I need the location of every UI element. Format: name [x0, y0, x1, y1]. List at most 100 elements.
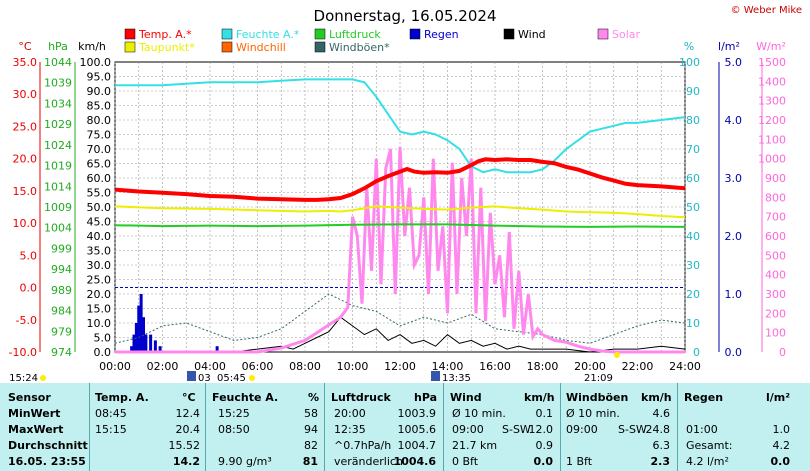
x-tick: 14:00: [432, 360, 464, 373]
rain-bar: [132, 334, 136, 352]
x-tick: 20:00: [574, 360, 606, 373]
table-divider: [560, 383, 561, 471]
header-temp-unit: °C: [182, 391, 196, 404]
weather-chart: Donnerstag, 16.05.2024 © Weber Mike Temp…: [8, 5, 802, 383]
sun-moon-markers: 15:24 03 05:45 13:35 21:09: [9, 352, 620, 383]
pressure-value: 1004.6: [393, 455, 436, 468]
solar-tick: 1100: [758, 133, 786, 146]
x-tick: 18:00: [527, 360, 559, 373]
wind-tick: 35.0: [87, 245, 112, 258]
temp-tick: 0.0: [20, 282, 38, 295]
humidity-tick: 60: [686, 172, 700, 185]
temp-tick: 30.0: [13, 88, 38, 101]
legend-swatch: [314, 41, 326, 53]
temp-tick: -10.0: [9, 346, 37, 359]
pressure-tick: 1034: [44, 97, 72, 110]
pressure-time: veränderlich: [334, 455, 403, 468]
solar-tick: 0: [779, 346, 786, 359]
legend-swatch: [124, 28, 136, 40]
pressure-tick: 1044: [44, 56, 72, 69]
wind-tick: 100.0: [80, 56, 112, 69]
gust-desc: 1 Bft: [566, 455, 593, 468]
table-divider: [443, 383, 444, 471]
legend-swatch: [124, 41, 136, 53]
chart-title: Donnerstag, 16.05.2024: [314, 7, 497, 25]
series-group: [114, 78, 686, 354]
humidity-value: 82: [304, 439, 318, 452]
solar-tick: 1300: [758, 95, 786, 108]
legend-label: Windböen*: [329, 41, 390, 54]
pressure-value: 1004.7: [397, 439, 437, 452]
x-tick: 12:00: [384, 360, 416, 373]
wind-tick: 15.0: [87, 303, 112, 316]
moonrise-icon: [187, 371, 196, 381]
solar-tick: 200: [765, 307, 786, 320]
rain-tick: 2.0: [725, 230, 743, 243]
x-tick: 22:00: [622, 360, 654, 373]
header-gust-unit: km/h: [641, 391, 672, 404]
humidity-value: 81: [302, 455, 318, 468]
axes: 35.030.025.020.015.010.05.00.0-5.0-10.01…: [9, 56, 786, 373]
pressure-tick: 1009: [44, 201, 72, 214]
x-tick: 02:00: [147, 360, 179, 373]
pressure-tick: 1019: [44, 160, 72, 173]
humidity-time: 15:25: [218, 407, 250, 420]
humidity-axis-unit: %: [684, 40, 694, 53]
pressure-value: 1003.9: [397, 407, 437, 420]
wind-tick: 5.0: [94, 332, 112, 345]
sunrise-icon: [249, 375, 255, 381]
wind-tick: 20.0: [87, 288, 112, 301]
humidity-tick: 10: [686, 317, 700, 330]
humidity-tick: 100: [679, 56, 700, 69]
pressure-tick: 1024: [44, 139, 72, 152]
legend-label: Solar: [612, 28, 641, 41]
wind-desc: 21.7 km: [452, 439, 498, 452]
x-tick: 00:00: [99, 360, 131, 373]
pressure-tick: 1029: [44, 118, 72, 131]
solar-tick: 800: [765, 191, 786, 204]
humidity-tick: 20: [686, 288, 700, 301]
statistics-table: Sensor Temp. A. °C Feuchte A. % Luftdruc…: [0, 383, 810, 471]
wind-tick: 40.0: [87, 230, 112, 243]
rain-bar: [215, 346, 219, 352]
rain-bar: [134, 323, 138, 352]
table-divider: [677, 383, 678, 471]
pressure-tick: 989: [51, 284, 72, 297]
solar-tick: 900: [765, 172, 786, 185]
header-humidity: Feuchte A.: [212, 391, 279, 404]
rain-tick: 0.0: [725, 346, 743, 359]
solar-tick: 1200: [758, 114, 786, 127]
humidity-tick: 40: [686, 230, 700, 243]
wind-value: 0.9: [535, 439, 554, 452]
x-tick: 04:00: [194, 360, 226, 373]
wind-direction: S-SW: [502, 423, 531, 436]
legend-swatch: [597, 28, 609, 40]
rain-bar: [153, 340, 157, 352]
pressure-value: 1005.6: [397, 423, 437, 436]
pressure-time: 12:35: [334, 423, 366, 436]
x-tick: 16:00: [479, 360, 511, 373]
temp-time: 15:15: [95, 423, 127, 436]
wind-tick: 45.0: [87, 216, 112, 229]
wind-tick: 95.0: [87, 71, 112, 84]
gust-value: 6.3: [652, 439, 671, 452]
legend: Temp. A.* Feuchte A.* Luftdruck Regen Wind So…: [124, 28, 641, 54]
legend-label: Luftdruck: [329, 28, 381, 41]
moonset-label: 13:35: [442, 373, 471, 383]
x-tick: 10:00: [337, 360, 369, 373]
temp-tick: 35.0: [13, 56, 38, 69]
rain-bar: [130, 346, 134, 352]
wind-value: 12.0: [528, 423, 554, 436]
x-tick: 06:00: [242, 360, 274, 373]
solar-tick: 700: [765, 211, 786, 224]
sun-icon: [40, 375, 46, 381]
gust-value: 4.6: [652, 407, 671, 420]
header-pressure: Luftdruck: [331, 391, 391, 404]
legend-swatch: [221, 28, 233, 40]
row-label: Durchschnitt: [8, 439, 88, 452]
wind-desc: 09:00: [452, 423, 484, 436]
pressure-tick: 999: [51, 242, 72, 255]
solar-tick: 500: [765, 249, 786, 262]
bottom-left-time: 15:24: [9, 373, 38, 383]
humidity-tick: 90: [686, 85, 700, 98]
